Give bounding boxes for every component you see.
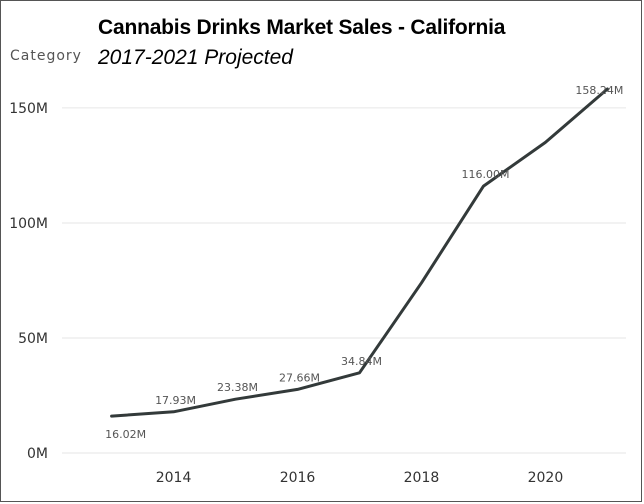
legend-category-label: Category xyxy=(10,48,82,64)
data-label: 116.00M xyxy=(461,168,509,181)
series-layer xyxy=(110,87,609,418)
y-tick-label: 0M xyxy=(27,446,48,462)
x-tick-label: 2014 xyxy=(156,470,192,486)
data-labels: 16.02M 17.93M 23.38M 27.66M 34.84M 116.00M 158… xyxy=(105,84,623,441)
data-label: 23.38M xyxy=(217,381,258,394)
gridlines xyxy=(62,107,626,454)
y-axis-ticks: 0M 50M 100M 150M xyxy=(9,101,48,462)
x-tick-label: 2018 xyxy=(404,470,440,486)
x-tick-label: 2016 xyxy=(280,470,316,486)
y-tick-label: 150M xyxy=(9,101,48,117)
data-label: 34.84M xyxy=(341,355,382,368)
y-tick-label: 100M xyxy=(9,216,48,232)
series-line xyxy=(110,87,609,418)
data-label: 16.02M xyxy=(105,428,146,441)
chart-subtitle: 2017-2021 Projected xyxy=(98,46,293,69)
y-tick-label: 50M xyxy=(18,331,48,347)
x-axis-ticks: 2014 2016 2018 2020 xyxy=(156,470,564,486)
data-label: 27.66M xyxy=(279,371,320,384)
chart-title: Cannabis Drinks Market Sales - Californi… xyxy=(98,16,506,39)
data-label: 17.93M xyxy=(155,394,196,407)
x-tick-label: 2020 xyxy=(528,470,564,486)
data-label: 158.24M xyxy=(575,84,623,97)
